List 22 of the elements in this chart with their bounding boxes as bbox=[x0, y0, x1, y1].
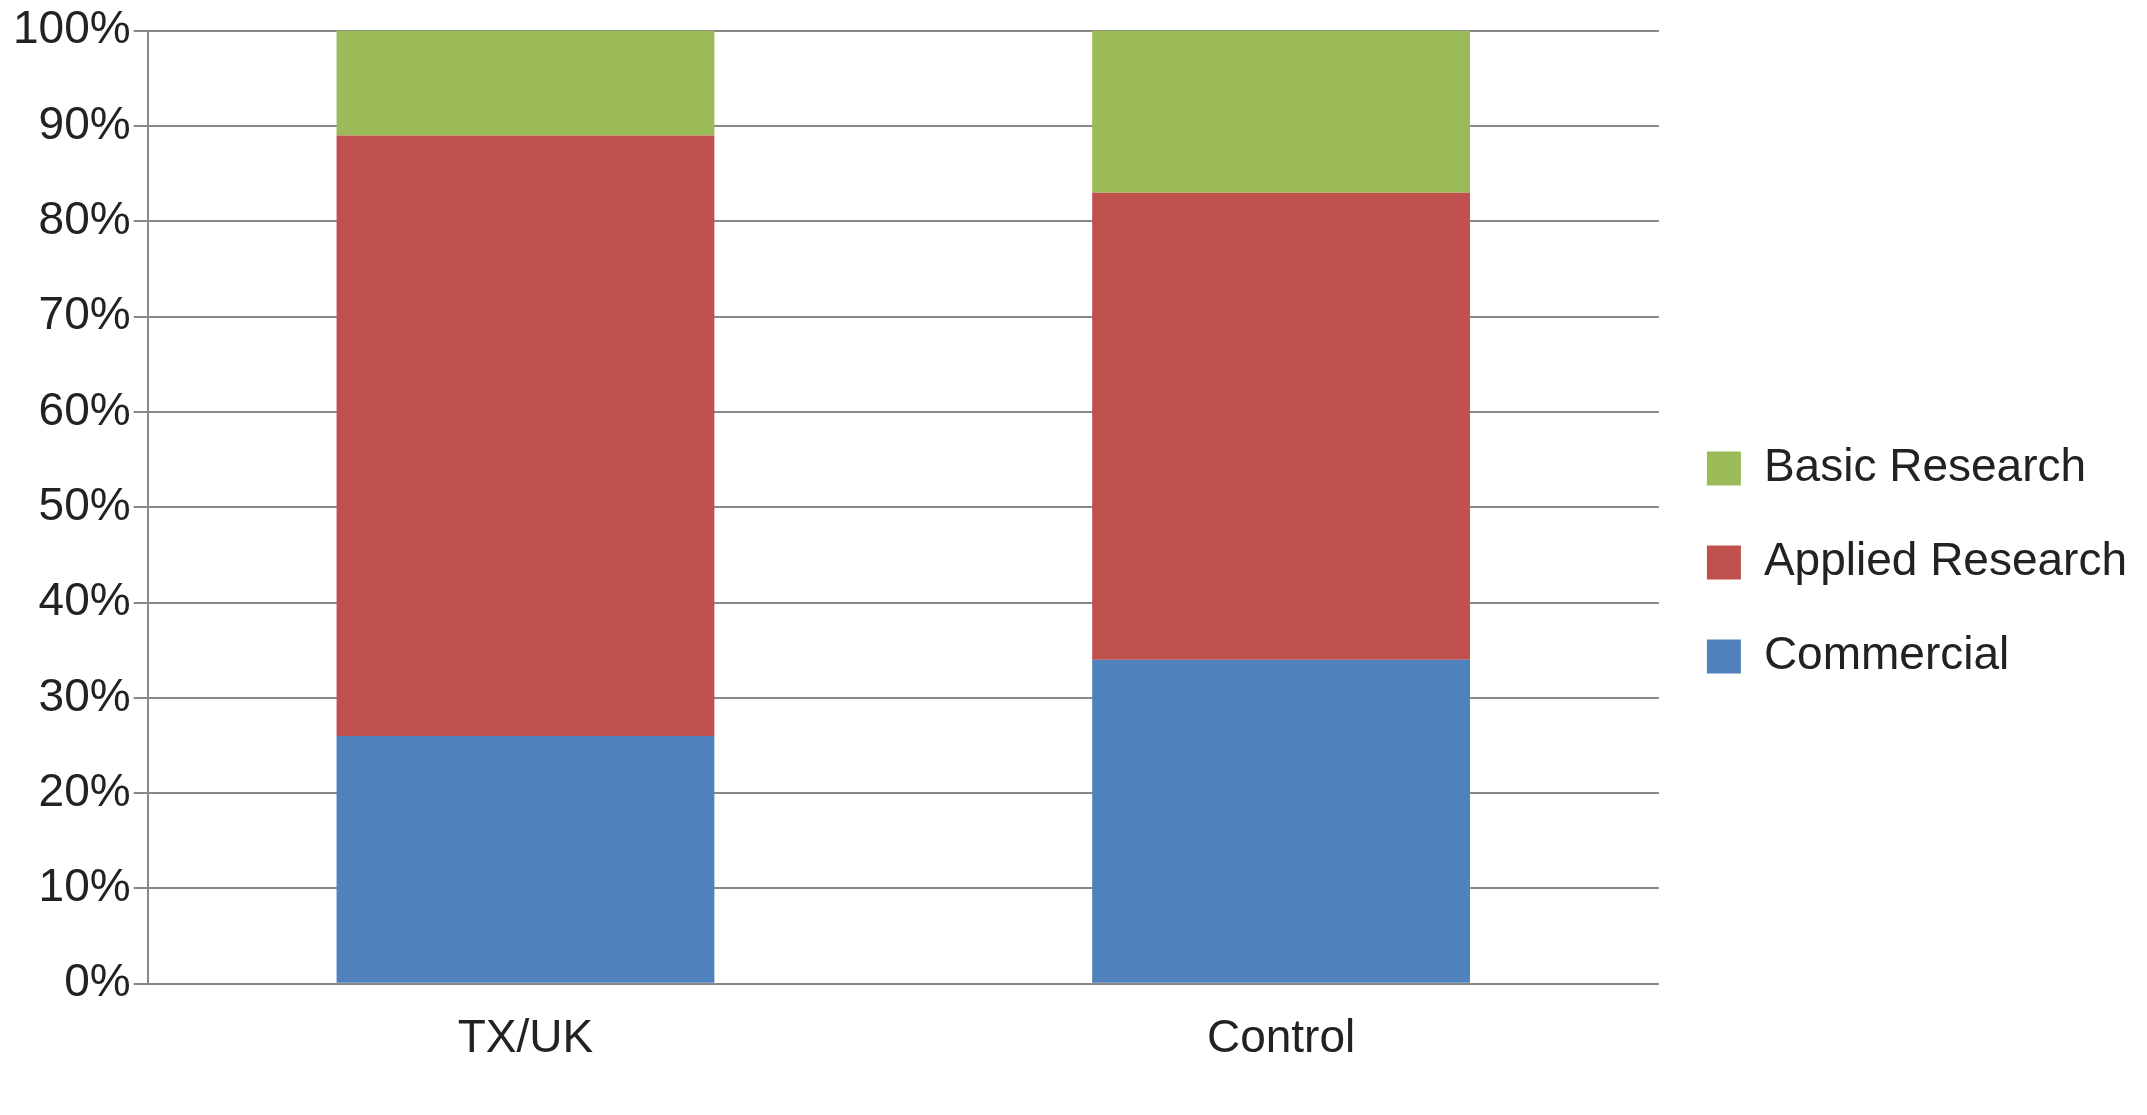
y-tick-label: 50% bbox=[38, 477, 131, 530]
y-tick-label: 60% bbox=[38, 382, 131, 435]
y-tick-label: 80% bbox=[38, 191, 131, 244]
legend-label: Basic Research bbox=[1763, 439, 2087, 492]
y-tick-label: 10% bbox=[38, 859, 131, 912]
y-tick-label: 100% bbox=[12, 1, 131, 54]
y-tick-label: 90% bbox=[38, 96, 131, 149]
legend-label: Commercial bbox=[1763, 627, 2010, 680]
y-tick-label: 40% bbox=[38, 573, 131, 626]
bar bbox=[336, 30, 715, 136]
legend-label: Applied Research bbox=[1763, 533, 2128, 586]
bar bbox=[1092, 30, 1470, 193]
bar bbox=[336, 735, 715, 983]
bar bbox=[336, 135, 715, 736]
bar bbox=[1092, 192, 1470, 660]
y-tick-label: 30% bbox=[38, 668, 131, 721]
bar bbox=[1092, 659, 1470, 983]
y-tick-label: 0% bbox=[64, 954, 131, 1007]
x-tick-label: Control bbox=[1206, 1010, 1356, 1063]
x-tick-label: TX/UK bbox=[457, 1010, 594, 1063]
y-tick-label: 20% bbox=[38, 763, 131, 816]
y-tick-label: 70% bbox=[38, 287, 131, 340]
